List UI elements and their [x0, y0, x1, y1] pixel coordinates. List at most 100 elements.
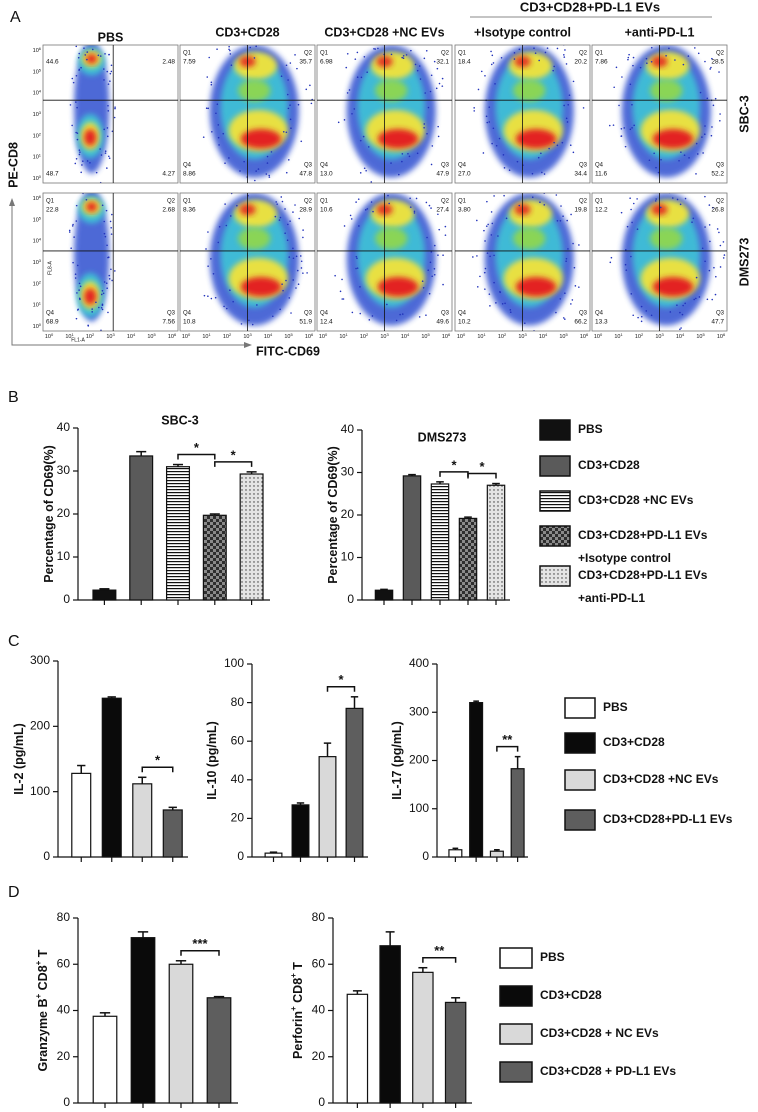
- event-dot: [101, 308, 104, 311]
- event-dot: [495, 144, 498, 147]
- event-dot: [704, 60, 706, 63]
- quadrant-value: 10.8: [183, 319, 196, 326]
- decade-tick-label: 106: [717, 332, 726, 340]
- significance-bracket: [141, 766, 174, 773]
- tick-base: 10: [457, 334, 463, 340]
- legend-label: +Isotype control: [578, 551, 671, 565]
- event-dot: [365, 169, 367, 172]
- event-dot: [712, 206, 714, 209]
- quadrant-name: Q3: [716, 163, 725, 169]
- event-dot: [483, 229, 485, 232]
- event-dot: [679, 203, 682, 206]
- error-bar: [494, 849, 500, 852]
- event-dot: [106, 127, 109, 129]
- legend-label: CD3+CD28: [603, 735, 665, 749]
- event-dot: [97, 54, 100, 57]
- event-dot: [71, 225, 74, 227]
- event-dot: [346, 52, 349, 55]
- event-dot: [702, 152, 704, 154]
- legend-label: CD3+CD28+PD-L1 EVs: [603, 812, 733, 826]
- event-dot: [650, 314, 653, 317]
- y-axis-title-part: +: [289, 973, 298, 978]
- event-dot: [408, 155, 411, 158]
- event-dot: [695, 276, 698, 279]
- event-dot: [639, 66, 642, 69]
- legend-swatch: [499, 985, 533, 1007]
- tick-exponent: 0: [51, 332, 54, 337]
- column-title: +Isotype control: [474, 25, 571, 39]
- tick-base: 10: [86, 334, 92, 340]
- legend-swatch: [539, 490, 571, 512]
- event-dot: [377, 47, 379, 50]
- significance-label: *: [155, 753, 161, 768]
- event-dot: [441, 85, 444, 87]
- decade-tick-label: 105: [421, 332, 430, 340]
- quadrant-value: 66.2: [574, 319, 587, 326]
- decade-tick-label: 104: [127, 332, 136, 340]
- event-dot: [70, 247, 72, 250]
- event-dot: [493, 195, 495, 197]
- decade-tick-label: 100: [182, 332, 191, 340]
- event-dot: [110, 64, 113, 67]
- event-dot: [716, 228, 719, 230]
- event-dot: [715, 275, 717, 278]
- event-dot: [427, 106, 430, 109]
- event-dot: [566, 219, 568, 222]
- event-dot: [226, 307, 228, 310]
- event-dot: [286, 38, 288, 40]
- event-dot: [431, 275, 433, 278]
- y-tick-label: 0: [318, 1095, 325, 1109]
- event-dot: [296, 269, 299, 272]
- density-plot: [337, 41, 444, 183]
- event-dot: [486, 200, 488, 203]
- group-header: CD3+CD28+PD-L1 EVs: [520, 0, 660, 14]
- event-dot: [282, 289, 284, 292]
- tick-exponent: 5: [565, 332, 568, 337]
- event-dot: [722, 241, 725, 243]
- y-tick-label: 20: [57, 506, 71, 520]
- event-dot: [280, 196, 283, 198]
- event-dot: [429, 90, 432, 93]
- event-dot: [202, 136, 205, 138]
- quadrant-name: Q4: [183, 163, 192, 169]
- event-dot: [492, 127, 495, 130]
- density-blob: [84, 288, 97, 305]
- significance-label: *: [194, 440, 200, 455]
- event-dot: [613, 86, 615, 89]
- y-axis-title-part: T: [36, 949, 50, 960]
- event-dot: [282, 131, 285, 133]
- quadrant-value: 7.56: [162, 319, 175, 326]
- tick-base: 10: [401, 334, 407, 340]
- event-dot: [109, 80, 111, 82]
- density-blob: [86, 53, 97, 64]
- decade-tick-label: 103: [380, 332, 389, 340]
- bar: [132, 783, 153, 858]
- error-bar: [138, 776, 147, 784]
- density-blob: [652, 129, 694, 149]
- quadrant-name: Q4: [595, 311, 604, 317]
- event-dot: [626, 225, 629, 228]
- event-dot: [384, 41, 386, 43]
- tick-base: 10: [717, 334, 723, 340]
- event-dot: [630, 293, 633, 295]
- event-dot: [74, 277, 77, 279]
- quadrant-value: 28.5: [711, 59, 724, 66]
- quadrant-name: Q1: [595, 199, 604, 205]
- event-dot: [495, 302, 497, 304]
- tick-exponent: 4: [407, 332, 410, 337]
- bar: [345, 707, 364, 858]
- quadrant-value: 18.4: [458, 59, 471, 66]
- event-dot: [683, 154, 686, 156]
- event-dot: [68, 229, 71, 232]
- quadrant-value: 32.1: [436, 59, 449, 66]
- decade-tick-label: 101: [202, 332, 211, 340]
- event-dot: [565, 260, 567, 263]
- significance-bracket: [180, 950, 220, 956]
- event-dot: [442, 283, 444, 286]
- significance-bracket: [496, 745, 519, 752]
- event-dot: [94, 181, 96, 183]
- decade-tick-label: 104: [33, 237, 42, 245]
- event-dot: [556, 219, 559, 222]
- event-dot: [354, 58, 357, 60]
- tick-base: 10: [559, 334, 565, 340]
